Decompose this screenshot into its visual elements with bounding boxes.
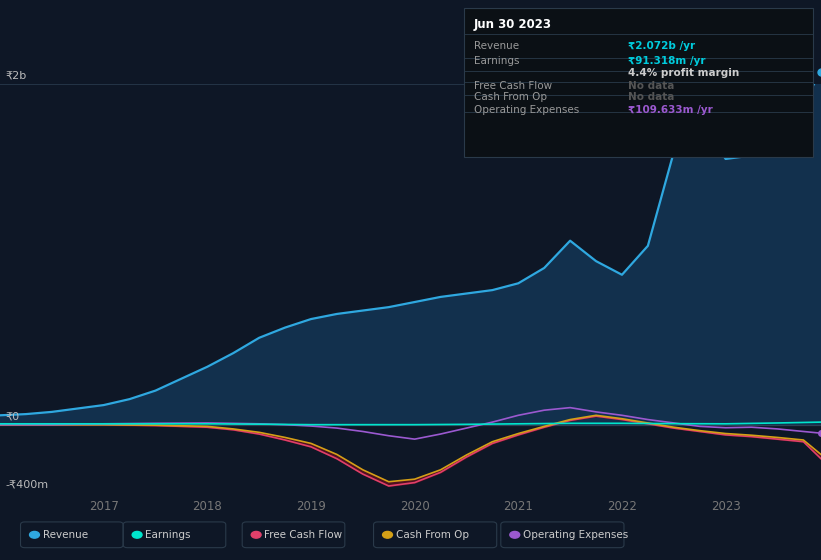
Text: 2023: 2023 <box>711 501 741 514</box>
Text: 2018: 2018 <box>192 501 222 514</box>
Text: 2021: 2021 <box>503 501 534 514</box>
Text: Cash From Op: Cash From Op <box>396 530 469 540</box>
Text: Free Cash Flow: Free Cash Flow <box>264 530 342 540</box>
Text: Earnings: Earnings <box>474 56 519 66</box>
Text: Revenue: Revenue <box>43 530 88 540</box>
Text: Jun 30 2023: Jun 30 2023 <box>474 18 552 31</box>
Text: Revenue: Revenue <box>474 41 519 51</box>
Text: ₹91.318m /yr: ₹91.318m /yr <box>628 56 705 66</box>
Text: ₹109.633m /yr: ₹109.633m /yr <box>628 105 713 115</box>
Text: 4.4% profit margin: 4.4% profit margin <box>628 68 740 78</box>
Text: ₹2b: ₹2b <box>5 71 26 81</box>
Text: Operating Expenses: Operating Expenses <box>523 530 628 540</box>
Text: 2022: 2022 <box>607 501 637 514</box>
Text: 2017: 2017 <box>89 501 118 514</box>
Text: ₹2.072b /yr: ₹2.072b /yr <box>628 41 695 51</box>
Text: Earnings: Earnings <box>145 530 190 540</box>
Text: Cash From Op: Cash From Op <box>474 92 547 102</box>
Text: ₹0: ₹0 <box>5 412 20 422</box>
Text: 2019: 2019 <box>296 501 326 514</box>
Text: 2020: 2020 <box>400 501 429 514</box>
Text: -₹400m: -₹400m <box>5 480 48 490</box>
Text: Free Cash Flow: Free Cash Flow <box>474 81 552 91</box>
Text: No data: No data <box>628 92 674 102</box>
Text: No data: No data <box>628 81 674 91</box>
Text: Operating Expenses: Operating Expenses <box>474 105 579 115</box>
